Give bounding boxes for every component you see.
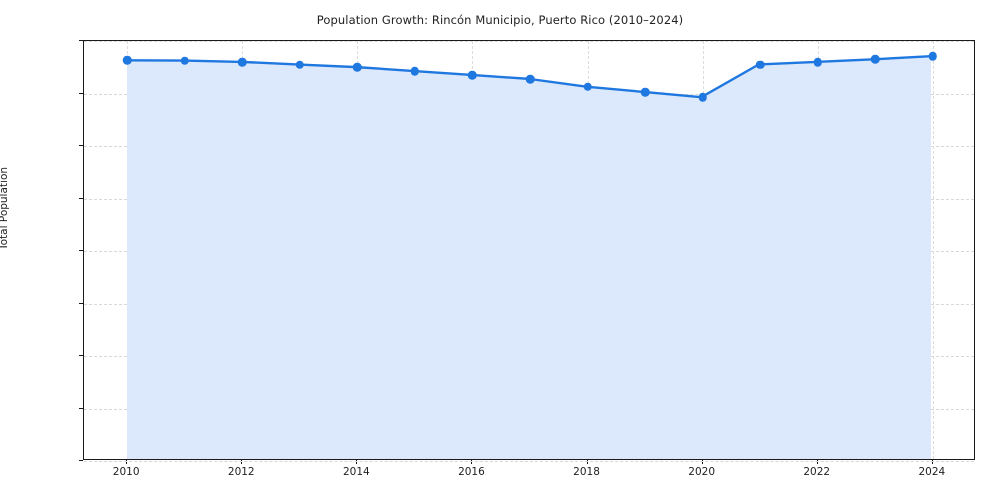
x-tick-mark — [816, 460, 818, 464]
data-point-marker — [928, 51, 938, 61]
y-tick-mark — [79, 460, 83, 461]
data-point-marker — [122, 56, 132, 65]
y-tick-mark — [79, 302, 83, 304]
y-tick-mark — [79, 407, 83, 409]
data-point-marker — [583, 82, 592, 92]
population-area-series — [125, 54, 933, 459]
x-tick-mark — [471, 460, 473, 464]
data-point-marker — [180, 56, 189, 65]
data-point-marker — [353, 63, 362, 72]
plot-area — [83, 40, 975, 462]
x-tick-label: 2018 — [573, 466, 600, 478]
chart-title: Population Growth: Rincón Municipio, Pue… — [316, 13, 684, 27]
data-point-marker — [698, 93, 707, 102]
x-tick-label: 2012 — [227, 466, 255, 478]
area-fill — [127, 56, 931, 459]
data-point-marker — [525, 74, 535, 84]
gridline-horizontal — [84, 461, 974, 462]
x-tick-label: 2022 — [803, 466, 831, 478]
y-tick-mark — [79, 92, 83, 94]
x-tick-label: 2016 — [458, 466, 485, 478]
x-tick-label: 2024 — [918, 466, 946, 478]
x-tick-label: 2014 — [342, 466, 370, 478]
data-point-marker — [295, 60, 305, 69]
gridline-horizontal — [84, 41, 974, 42]
x-tick-mark — [241, 460, 243, 464]
y-axis-label: Total Population — [0, 166, 10, 250]
y-tick-mark — [79, 355, 83, 356]
data-point-marker — [755, 60, 765, 69]
y-tick-mark — [79, 40, 83, 41]
data-point-marker — [640, 87, 650, 97]
x-tick-mark — [586, 460, 588, 464]
x-tick-mark — [701, 460, 703, 464]
data-point-marker — [813, 57, 822, 67]
data-point-marker — [410, 66, 420, 76]
data-point-marker — [468, 70, 477, 80]
x-tick-mark — [126, 460, 128, 464]
x-tick-mark — [931, 460, 933, 464]
x-tick-mark — [356, 460, 358, 464]
x-tick-label: 2020 — [688, 466, 716, 478]
data-point-marker — [238, 57, 247, 67]
y-tick-mark — [79, 250, 83, 251]
y-tick-mark — [79, 145, 83, 146]
x-tick-label: 2010 — [112, 466, 140, 478]
data-point-marker — [871, 55, 880, 64]
y-tick-mark — [79, 197, 83, 199]
gridline-vertical — [932, 41, 934, 459]
